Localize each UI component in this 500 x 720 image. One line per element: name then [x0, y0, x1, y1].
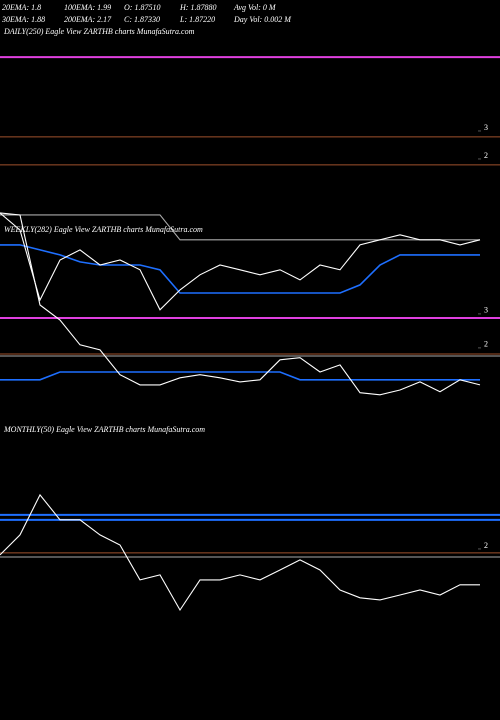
panel-label: WEEKLY(282) Eagle View ZARTHB charts Mun…	[4, 225, 203, 234]
y-tick-label: 2	[484, 541, 488, 550]
header-stat: 200EMA: 2.17	[64, 15, 112, 24]
price-line	[0, 371, 480, 381]
header-stat: 30EMA: 1.88	[1, 15, 45, 24]
price-line	[0, 212, 481, 396]
price-line	[0, 214, 480, 241]
panel-label: MONTHLY(50) Eagle View ZARTHB charts Mun…	[3, 425, 205, 434]
header-stat: C: 1.87330	[124, 15, 160, 24]
header-stat: L: 1.87220	[179, 15, 215, 24]
y-tick-label: 3	[484, 123, 488, 132]
header-stat: Avg Vol: 0 M	[233, 3, 277, 12]
price-line	[0, 212, 481, 311]
header-stat: H: 1.87880	[179, 3, 216, 12]
price-line	[0, 244, 480, 294]
price-line	[0, 493, 480, 612]
header-stat: O: 1.87510	[124, 3, 160, 12]
y-tick-label: 3	[484, 306, 488, 315]
header-stat: 20EMA: 1.8	[2, 3, 41, 12]
y-tick-label: 2	[484, 340, 488, 349]
panel-label: DAILY(250) Eagle View ZARTHB charts Muna…	[3, 27, 195, 36]
header-stat: Day Vol: 0.002 M	[233, 15, 292, 24]
y-tick-label: 2	[484, 151, 488, 160]
header-stat: 100EMA: 1.99	[64, 3, 111, 12]
